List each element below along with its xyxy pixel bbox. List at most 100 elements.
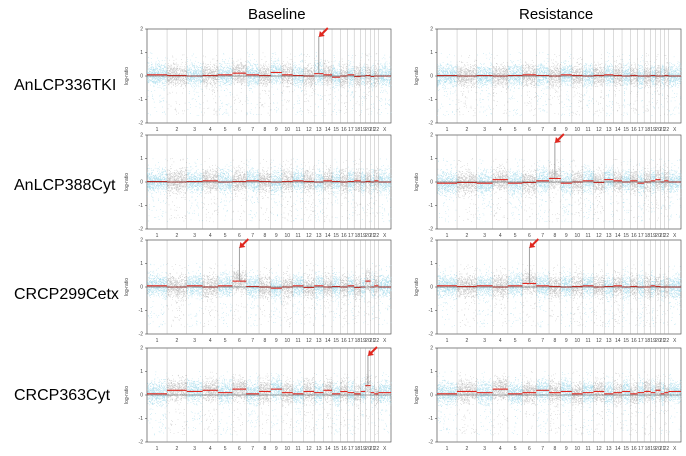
x-tick-label: 13 [316,446,322,452]
chr-16-points [340,58,348,114]
x-tick-label: 4 [209,338,212,344]
x-tick-label: 10 [574,338,580,344]
y-tick-label: 0 [430,393,433,399]
x-tick-label: 5 [514,233,517,239]
x-tick-label: X [383,233,387,239]
x-tick-label: 7 [251,338,254,344]
y-axis-label: log-ratio [124,173,130,191]
x-tick-label: 22 [664,127,670,133]
y-tick-label: 2 [140,133,143,139]
chr-22-points [374,376,379,435]
x-tick-label: 2 [465,446,468,452]
x-tick-label: 14 [325,233,331,239]
x-tick-label: 6 [238,127,241,133]
x-tick-label: 11 [295,446,300,452]
x-tick-label: 10 [574,127,580,133]
x-tick-label: 9 [275,127,278,133]
x-tick-label: 17 [348,127,354,133]
x-tick-label: 5 [514,127,517,133]
chr-10-points [571,263,584,327]
chr-2-points [457,264,478,328]
chr-20-points [365,53,372,115]
chr-21-points [370,164,375,222]
x-tick-label: 16 [631,446,637,452]
x-tick-label: 22 [664,233,670,239]
x-tick-label: 13 [606,233,612,239]
x-tick-label: X [673,338,677,344]
x-tick-label: 3 [193,338,196,344]
x-tick-label: 9 [565,233,568,239]
x-tick-label: 13 [606,127,612,133]
red-arrow-icon [239,238,250,248]
red-arrow-icon [529,238,540,248]
chr-14-points [323,59,333,116]
x-tick-label: 16 [341,338,347,344]
x-tick-label: 17 [638,338,644,344]
x-tick-label: 17 [348,446,354,452]
x-tick-label: 3 [483,233,486,239]
x-tick-label: X [673,127,677,133]
x-tick-label: 13 [316,127,322,133]
y-tick-label: -2 [139,227,144,233]
x-tick-label: 22 [374,338,380,344]
x-tick-label: 6 [528,127,531,133]
chr-X-points [378,265,392,325]
x-tick-label: 7 [541,338,544,344]
y-tick-label: 2 [430,238,433,244]
x-tick-label: 12 [306,338,312,344]
x-tick-label: 10 [284,446,290,452]
x-tick-label: 5 [224,446,227,452]
points-layer [147,263,392,328]
x-tick-label: 20 [365,338,371,344]
x-tick-label: 12 [596,446,602,452]
x-tick-label: 1 [156,338,159,344]
y-tick-label: 2 [430,27,433,33]
chr-8-points [259,52,272,116]
x-tick-label: 2 [175,446,178,452]
y-axis-label: log-ratio [414,67,420,85]
chr-9-points [270,264,283,326]
x-tick-label: 9 [275,338,278,344]
chr-9-points [560,266,573,327]
chr-5-points [217,162,234,221]
x-tick-label: 3 [483,338,486,344]
x-tick-label: 12 [306,127,312,133]
x-tick-label: 4 [499,338,502,344]
chr-X-points [378,54,392,115]
x-tick-label: 1 [446,127,449,133]
x-tick-label: X [383,446,387,452]
y-tick-label: 2 [430,346,433,352]
y-axis-label: log-ratio [124,67,130,85]
x-tick-label: 11 [585,127,590,133]
x-tick-label: 12 [596,338,602,344]
y-tick-label: 2 [430,133,433,139]
x-tick-label: 2 [465,233,468,239]
x-tick-label: 21 [660,127,666,133]
x-tick-label: 22 [664,338,670,344]
x-tick-label: 8 [264,338,267,344]
chr-4-points [202,54,219,116]
y-tick-label: 0 [140,393,143,399]
x-tick-label: 6 [238,446,241,452]
x-tick-label: 1 [446,338,449,344]
y-tick-label: 1 [430,156,433,162]
y-tick-label: -2 [139,121,144,127]
chr-10-points [571,159,584,223]
chr-19-points [360,53,366,113]
chr-12-points [303,373,315,434]
x-tick-label: 1 [156,127,159,133]
chr-15-points [622,159,631,222]
x-tick-label: 14 [325,127,331,133]
x-tick-label: 15 [623,127,629,133]
x-tick-label: 18 [645,338,651,344]
x-tick-label: 7 [251,446,254,452]
x-tick-label: 19 [650,127,656,133]
row-label-2: AnLCP388Cyt [14,177,116,194]
chr-20-points [365,268,372,325]
x-tick-label: 1 [446,446,449,452]
x-tick-label: 20 [365,233,371,239]
x-tick-label: 18 [355,233,361,239]
